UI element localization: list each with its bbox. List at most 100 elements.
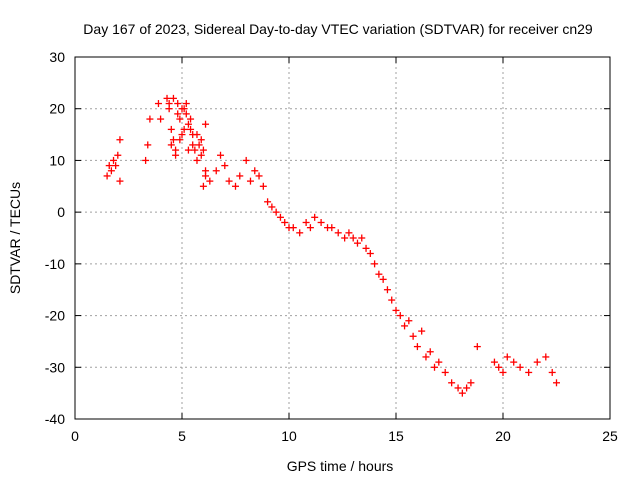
data-point xyxy=(189,141,197,149)
y-tick-label: -20 xyxy=(45,308,65,324)
data-point xyxy=(184,120,192,128)
data-point xyxy=(167,125,175,133)
data-point xyxy=(388,296,396,304)
data-point xyxy=(289,224,297,232)
data-point xyxy=(242,156,250,164)
data-point xyxy=(187,115,195,123)
data-point xyxy=(165,100,173,108)
data-point xyxy=(358,234,366,242)
data-point xyxy=(114,151,122,159)
data-point xyxy=(116,136,124,144)
y-tick-label: 0 xyxy=(57,204,65,220)
data-point xyxy=(107,167,115,175)
data-point xyxy=(553,379,560,387)
data-point xyxy=(105,162,113,170)
data-point xyxy=(422,353,430,361)
y-axis-label: SDTVAR / TECUs xyxy=(7,182,23,294)
data-point xyxy=(197,136,205,144)
x-tick-label: 5 xyxy=(178,428,186,444)
x-tick-label: 10 xyxy=(281,428,297,444)
x-tick-label: 20 xyxy=(495,428,511,444)
data-point xyxy=(255,172,263,180)
data-point xyxy=(463,384,471,392)
data-point xyxy=(362,244,370,252)
data-point xyxy=(366,250,374,258)
data-point xyxy=(353,239,361,247)
data-point xyxy=(246,177,254,185)
data-point xyxy=(454,384,462,392)
data-point xyxy=(334,229,342,237)
y-tick-label: 20 xyxy=(49,101,65,117)
data-point xyxy=(169,94,177,102)
data-point xyxy=(142,156,150,164)
data-point xyxy=(375,270,383,278)
data-point xyxy=(144,141,152,149)
data-point xyxy=(176,136,184,144)
data-point xyxy=(174,110,182,118)
data-point xyxy=(184,146,192,154)
data-point xyxy=(169,136,177,144)
data-point xyxy=(405,317,413,325)
data-point xyxy=(167,141,175,149)
data-point xyxy=(217,151,225,159)
data-point xyxy=(302,218,310,226)
y-tick-label: 10 xyxy=(49,152,65,168)
data-point xyxy=(176,115,184,123)
data-point xyxy=(383,286,391,294)
data-point xyxy=(268,203,276,211)
data-point xyxy=(296,229,304,237)
x-tick-label: 25 xyxy=(602,428,618,444)
data-point xyxy=(328,224,336,232)
data-point xyxy=(193,156,201,164)
data-point xyxy=(154,100,162,108)
data-point xyxy=(510,358,518,366)
data-point xyxy=(112,162,120,170)
data-point xyxy=(431,363,439,371)
y-tick-label: 30 xyxy=(49,49,65,65)
data-point xyxy=(441,368,449,376)
data-point xyxy=(379,275,387,283)
data-point xyxy=(191,146,199,154)
data-point xyxy=(345,229,353,237)
data-point xyxy=(413,343,421,351)
y-tick-label: -30 xyxy=(45,359,65,375)
data-point xyxy=(182,110,190,118)
data-point xyxy=(525,368,533,376)
data-point xyxy=(533,358,541,366)
y-tick-label: -10 xyxy=(45,256,65,272)
data-point xyxy=(193,131,201,139)
data-point xyxy=(236,172,244,180)
data-point xyxy=(306,224,314,232)
data-point xyxy=(212,167,220,175)
data-point xyxy=(202,172,210,180)
data-point xyxy=(178,131,186,139)
data-point xyxy=(199,146,207,154)
data-point xyxy=(458,389,466,397)
data-point xyxy=(495,363,503,371)
data-point xyxy=(503,353,511,361)
data-point xyxy=(396,312,404,320)
data-point xyxy=(272,208,280,216)
plot-frame xyxy=(74,56,611,420)
data-point xyxy=(202,120,210,128)
data-point xyxy=(187,125,195,133)
data-point xyxy=(199,182,207,190)
data-point xyxy=(197,151,205,159)
data-point xyxy=(467,379,475,387)
data-point xyxy=(180,125,188,133)
data-point xyxy=(206,177,214,185)
x-axis-label: GPS time / hours xyxy=(287,458,394,474)
data-point xyxy=(225,177,233,185)
y-tick-label: -40 xyxy=(45,411,65,427)
data-point xyxy=(276,213,284,221)
x-tick-label: 15 xyxy=(388,428,404,444)
data-point xyxy=(311,213,319,221)
data-point xyxy=(418,327,426,335)
data-point xyxy=(499,368,507,376)
data-point xyxy=(473,343,481,351)
data-point xyxy=(392,306,400,314)
data-point xyxy=(146,115,154,123)
data-point xyxy=(178,105,186,113)
data-point xyxy=(349,234,357,242)
